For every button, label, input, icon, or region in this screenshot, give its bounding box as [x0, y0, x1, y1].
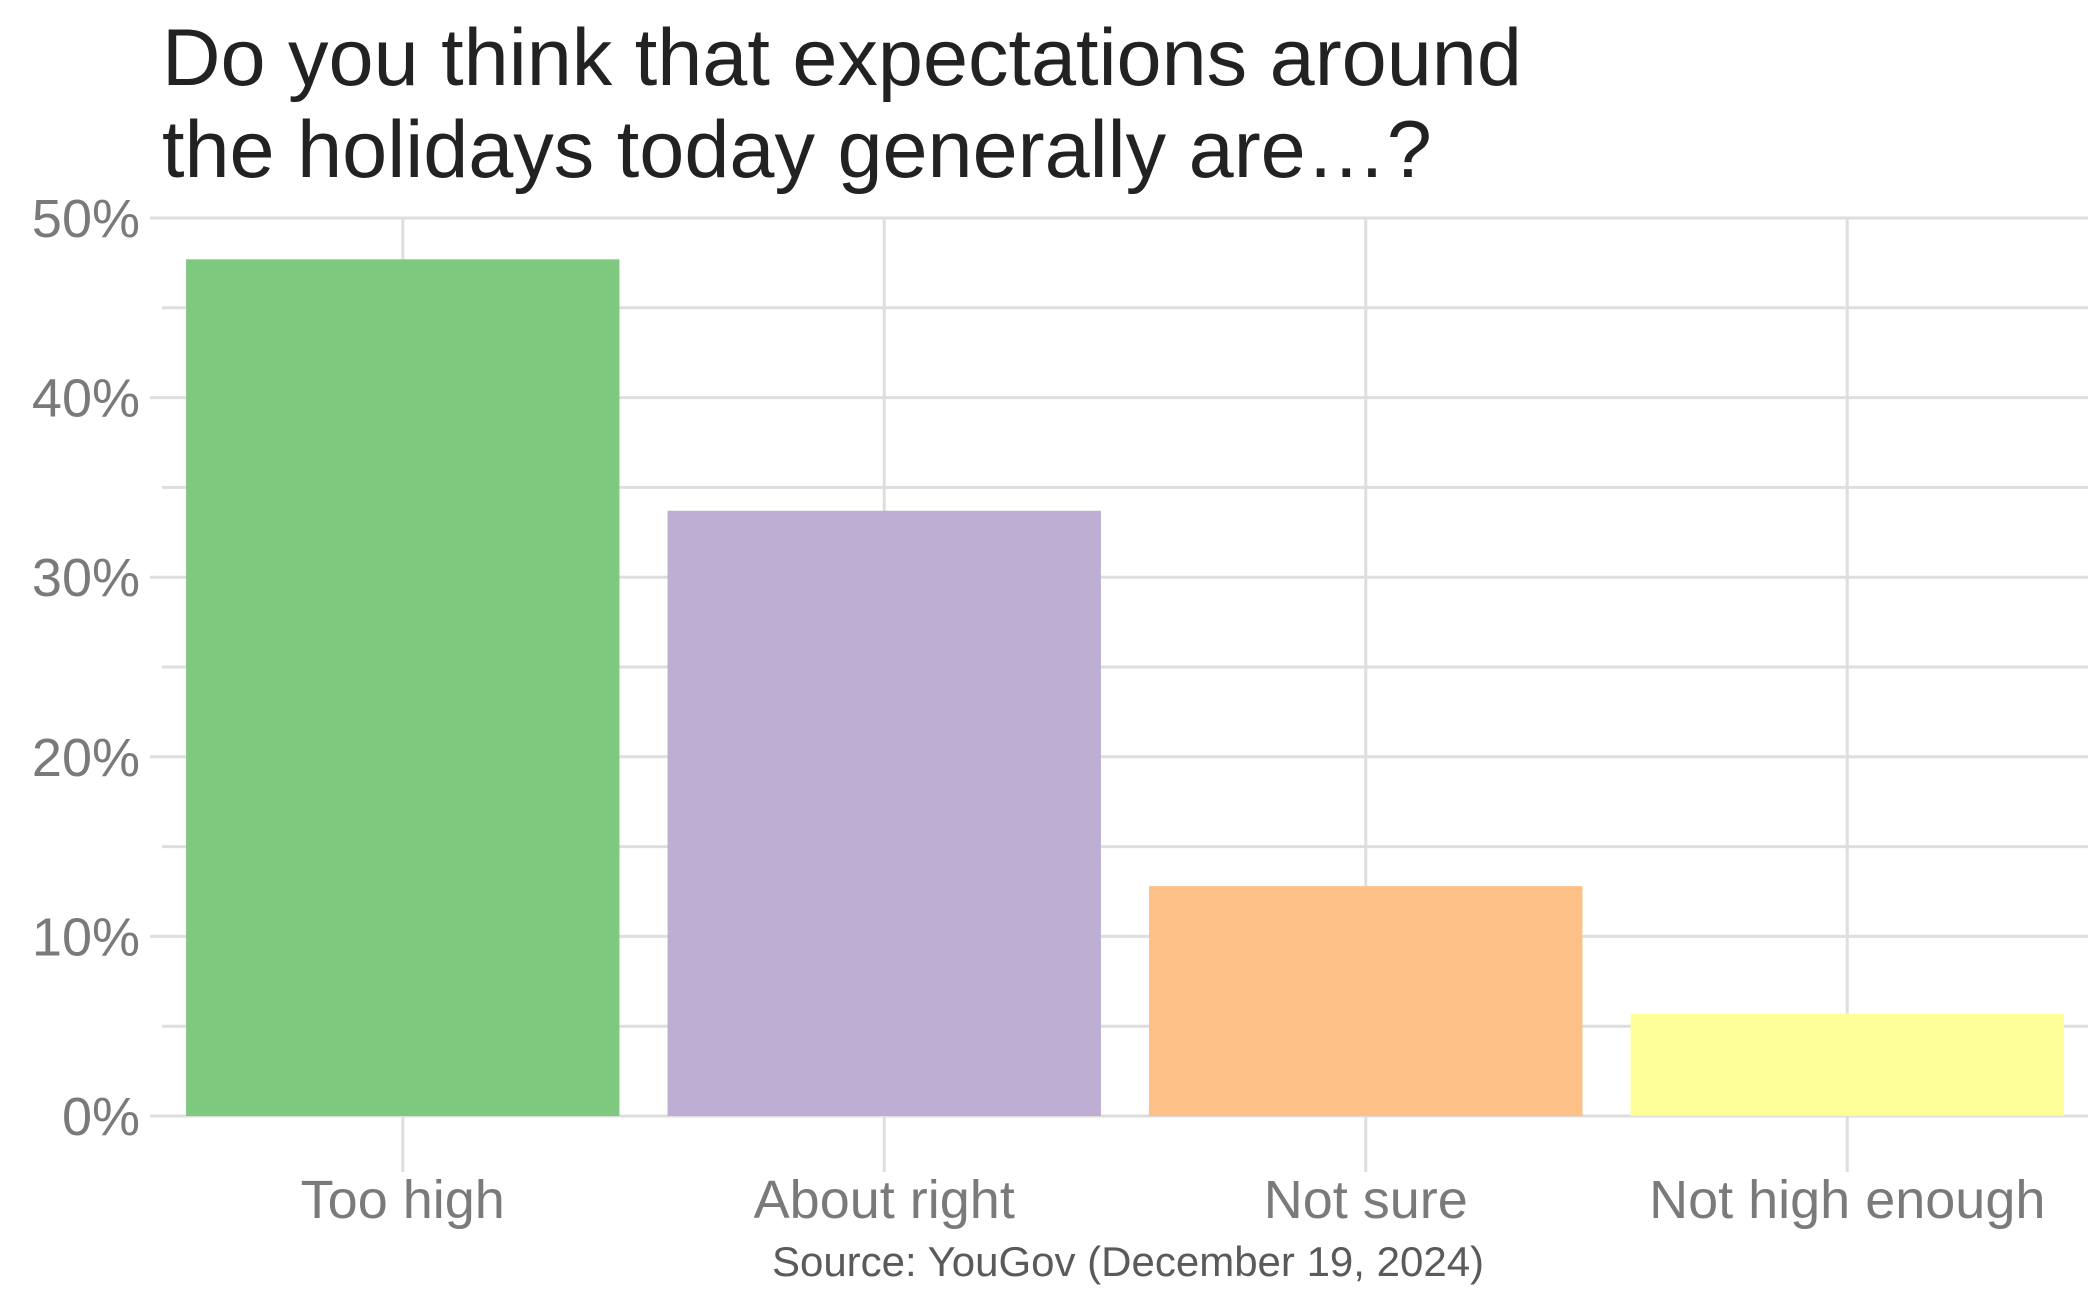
x-tick-label: Too high	[301, 1170, 505, 1230]
chart-title: Do you think that expectations around th…	[162, 13, 1522, 195]
bar-not-sure	[1149, 886, 1583, 1116]
chart-title-line-1: Do you think that expectations around	[162, 13, 1522, 103]
x-tick-label: About right	[754, 1170, 1015, 1230]
y-tick-label: 20%	[32, 728, 140, 788]
source-caption: Source: YouGov (December 19, 2024)	[772, 1238, 1484, 1285]
bar-too-high	[186, 259, 620, 1117]
bar-not-high-enough	[1630, 1013, 2064, 1116]
bar-about-right	[667, 510, 1101, 1116]
x-tick-label: Not high enough	[1649, 1170, 2045, 1230]
y-axis: 0% 10% 20% 30% 40% 50%	[32, 189, 140, 1147]
y-tick-label: 10%	[32, 907, 140, 967]
y-tick-label: 40%	[32, 369, 140, 429]
y-tick-label: 50%	[32, 189, 140, 249]
bars	[186, 259, 2064, 1117]
x-axis: Too high About right Not sure Not high enou…	[301, 1170, 2046, 1230]
x-tick-label: Not sure	[1264, 1170, 1468, 1230]
y-tick-label: 0%	[62, 1087, 140, 1147]
chart-title-line-2: the holidays today generally are…?	[162, 105, 1432, 195]
y-tick-label: 30%	[32, 548, 140, 608]
